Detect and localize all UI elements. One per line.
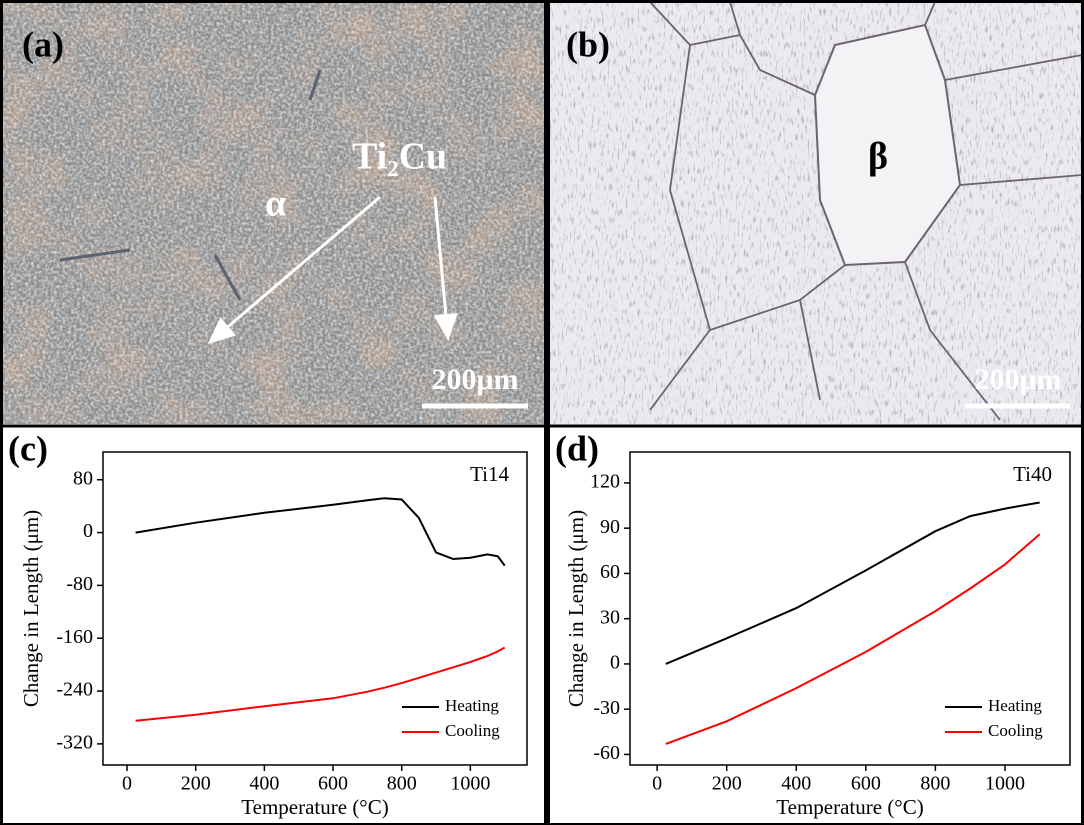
y-tick-label: 60 [600, 561, 620, 583]
data-line [666, 503, 1040, 664]
panel-label: (b) [566, 24, 610, 64]
legend-label: Heating [445, 696, 499, 715]
x-tick-label: 1000 [450, 773, 490, 795]
x-tick-label: 800 [920, 773, 950, 795]
y-tick-label: -240 [56, 679, 93, 701]
x-tick-label: 400 [249, 773, 279, 795]
x-tick-label: 0 [652, 773, 662, 795]
x-tick-label: 200 [181, 773, 211, 795]
x-tick-label: 0 [122, 773, 132, 795]
panel-label: (a) [22, 24, 64, 64]
y-tick-label: -320 [56, 731, 93, 753]
legend-label: Heating [988, 696, 1042, 715]
scale-bar-label: 200μm [975, 363, 1062, 396]
y-tick-label: -160 [56, 626, 93, 648]
x-tick-label: 600 [318, 773, 348, 795]
y-tick-label: 80 [73, 467, 93, 489]
micrograph-b: (b) β 200μm [550, 2, 1082, 424]
x-tick-label: 1000 [985, 773, 1025, 795]
x-axis-label: Temperature (°C) [776, 795, 923, 819]
x-axis-label: Temperature (°C) [241, 795, 388, 819]
x-tick-label: 800 [387, 773, 417, 795]
x-tick-label: 200 [712, 773, 742, 795]
y-tick-label: -60 [593, 742, 620, 764]
scale-bar-label: 200μm [432, 363, 519, 396]
phase-label: α [265, 183, 286, 225]
legend-label: Cooling [445, 721, 500, 740]
y-axis-label: Change in Length (μm) [564, 510, 588, 707]
x-tick-label: 400 [781, 773, 811, 795]
panel-label: (c) [8, 428, 48, 468]
data-line [136, 498, 505, 565]
y-tick-label: -80 [66, 573, 93, 595]
micrograph-a: (a) α Ti₂Cu 200μm [2, 2, 544, 424]
y-tick-label: 30 [600, 606, 620, 628]
sample-label: Ti14 [470, 462, 509, 486]
y-tick-label: 120 [590, 471, 620, 493]
data-line [666, 534, 1040, 744]
y-tick-label: 0 [83, 520, 93, 542]
figure: (a) α Ti₂Cu 200μm (b) β 200μm 0200400600… [0, 0, 1084, 825]
y-axis-label: Change in Length (μm) [19, 510, 43, 707]
x-tick-label: 600 [851, 773, 881, 795]
phase-label: β [868, 136, 888, 178]
plot-frame [630, 452, 1070, 765]
legend-label: Cooling [988, 721, 1043, 740]
phase-label: Ti₂Cu [352, 136, 447, 178]
y-tick-label: -30 [593, 697, 620, 719]
sample-label: Ti40 [1013, 462, 1052, 486]
y-tick-label: 0 [610, 652, 620, 674]
y-tick-label: 90 [600, 516, 620, 538]
panel-label: (d) [555, 428, 599, 468]
